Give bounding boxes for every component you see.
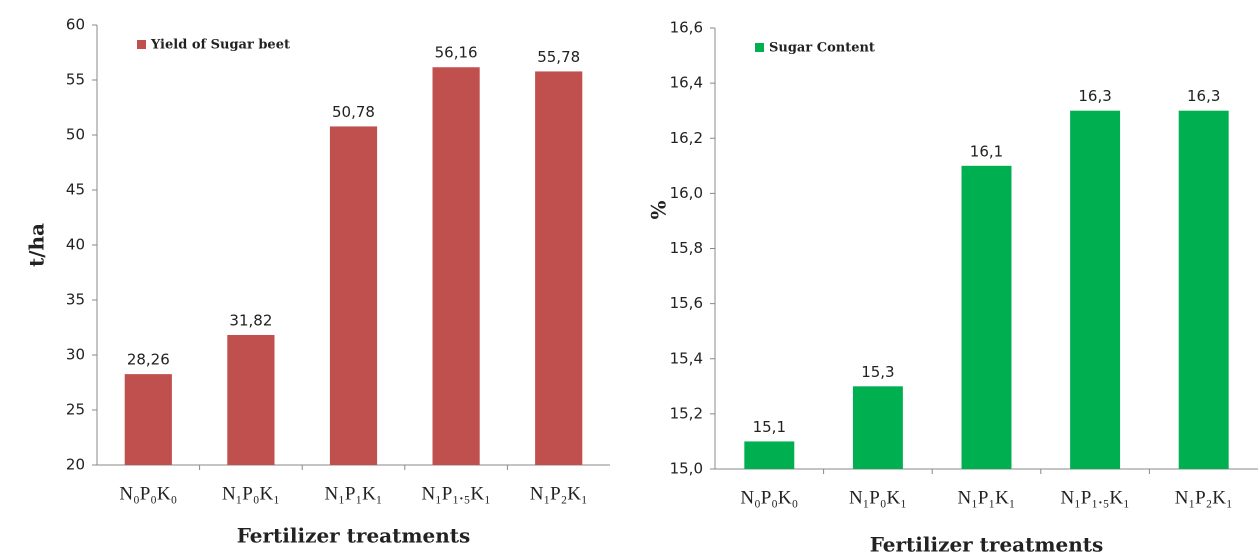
- value-label: 28,26: [127, 351, 170, 369]
- x-tick-label: N₁P₂K₁: [1175, 487, 1233, 508]
- value-label: 15,1: [753, 418, 786, 436]
- y-tick-label: 35: [66, 291, 85, 309]
- value-label: 16,3: [1187, 87, 1220, 105]
- x-tick-label: N₁P₀K₁: [222, 483, 280, 504]
- y-tick-label: 25: [66, 401, 85, 419]
- x-tick-label: N₁P₁.₅K₁: [421, 483, 490, 504]
- value-label: 15,3: [861, 363, 894, 381]
- y-axis-title: t/ha: [25, 223, 49, 267]
- y-tick-label: 16,6: [670, 19, 703, 37]
- y-tick-label: 15,2: [670, 404, 703, 422]
- legend-label: Sugar Content: [769, 41, 875, 56]
- y-tick-label: 16,4: [670, 74, 703, 92]
- y-axis-title: %: [647, 200, 671, 219]
- bar: [744, 441, 795, 469]
- y-tick-label: 45: [66, 181, 85, 199]
- value-label: 16,3: [1078, 87, 1111, 105]
- value-label: 16,1: [970, 142, 1003, 160]
- y-tick-label: 55: [66, 71, 85, 89]
- y-tick-label: 40: [66, 236, 85, 254]
- bar: [227, 334, 275, 465]
- x-axis-title: Fertilizer treatments: [870, 533, 1104, 556]
- y-tick-label: 50: [66, 126, 85, 144]
- y-tick-label: 16,0: [670, 184, 703, 202]
- x-tick-label: N₁P₁K₁: [325, 483, 383, 504]
- value-label: 56,16: [435, 44, 478, 62]
- value-label: 55,78: [537, 48, 580, 66]
- y-tick-label: 60: [66, 16, 85, 34]
- bar: [535, 71, 583, 466]
- y-tick-label: 15,8: [670, 239, 703, 257]
- legend-swatch: [755, 43, 764, 52]
- value-label: 31,82: [229, 311, 272, 329]
- legend-swatch: [137, 40, 146, 49]
- value-label: 50,78: [332, 103, 375, 121]
- bar: [961, 165, 1012, 469]
- bar: [1178, 110, 1229, 469]
- bar: [852, 386, 903, 469]
- x-tick-label: N₁P₁K₁: [958, 487, 1016, 508]
- bar: [1070, 110, 1121, 469]
- x-axis-title: Fertilizer treatments: [237, 524, 471, 548]
- y-tick-label: 20: [66, 456, 85, 474]
- y-tick-label: 15,6: [670, 294, 703, 312]
- legend-label: Yield of Sugar beet: [150, 38, 290, 53]
- x-tick-label: N₁P₀K₁: [849, 487, 907, 508]
- y-tick-label: 15,0: [670, 460, 703, 478]
- bar: [432, 67, 480, 466]
- bar: [124, 374, 172, 465]
- bar: [329, 126, 378, 466]
- x-tick-label: N₀P₀K₀: [740, 487, 798, 508]
- x-tick-label: N₁P₁.₅K₁: [1060, 487, 1129, 508]
- x-tick-label: N₁P₂K₁: [530, 483, 588, 504]
- y-tick-label: 30: [66, 346, 85, 364]
- y-tick-label: 15,4: [670, 349, 703, 367]
- x-tick-label: N₀P₀K₀: [119, 483, 177, 504]
- y-tick-label: 16,2: [670, 129, 703, 147]
